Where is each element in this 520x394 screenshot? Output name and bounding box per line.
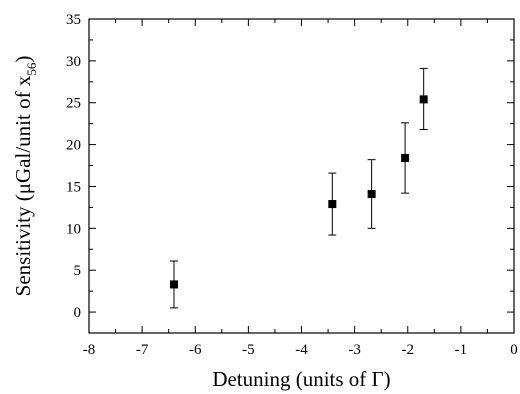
square-marker — [170, 280, 178, 289]
x-tick-label: -4 — [295, 342, 308, 358]
y-axis-label: Sensitivity (μGal/unit of x56) — [11, 56, 39, 297]
square-marker — [367, 190, 376, 199]
y-tick-label: 15 — [66, 179, 81, 195]
x-tick-label: -2 — [402, 342, 415, 358]
x-tick-label: -8 — [83, 342, 96, 358]
square-marker — [401, 153, 410, 162]
y-tick-label: 30 — [66, 54, 81, 70]
x-tick-label: 0 — [510, 342, 518, 358]
x-tick-label: -5 — [242, 342, 255, 358]
x-tick-label: -1 — [455, 342, 468, 358]
data-point — [328, 172, 337, 236]
x-tick-label: -3 — [348, 342, 361, 358]
y-tick-label: 10 — [66, 221, 81, 237]
square-marker — [328, 200, 337, 209]
data-point — [170, 260, 178, 309]
data-point — [401, 122, 410, 194]
y-tick-label: 20 — [66, 138, 81, 154]
y-tick-label: 25 — [66, 96, 81, 112]
square-marker — [419, 95, 428, 104]
axis-ticks — [88, 18, 515, 334]
y-tick-label: 35 — [66, 12, 81, 28]
y-axis-label-subscript: 56 — [24, 62, 39, 76]
data-points — [170, 67, 428, 309]
plot-frame — [88, 18, 515, 334]
x-tick-label: -6 — [189, 342, 202, 358]
axis-tick-labels: -8 -7 -6 -5 -4 -3 -2 -1 0 0 5 10 15 20 25 30 35 — [66, 12, 518, 358]
y-tick-label: 5 — [74, 263, 82, 279]
y-tick-label: 0 — [74, 305, 82, 321]
y-axis-label-suffix: ) — [11, 56, 35, 63]
data-point — [419, 67, 428, 131]
x-axis-label: Detuning (units of Γ) — [212, 367, 390, 391]
x-tick-label: -7 — [136, 342, 149, 358]
y-axis-label-prefix: Sensitivity (μGal/unit of x — [11, 75, 35, 296]
data-point — [367, 159, 376, 229]
